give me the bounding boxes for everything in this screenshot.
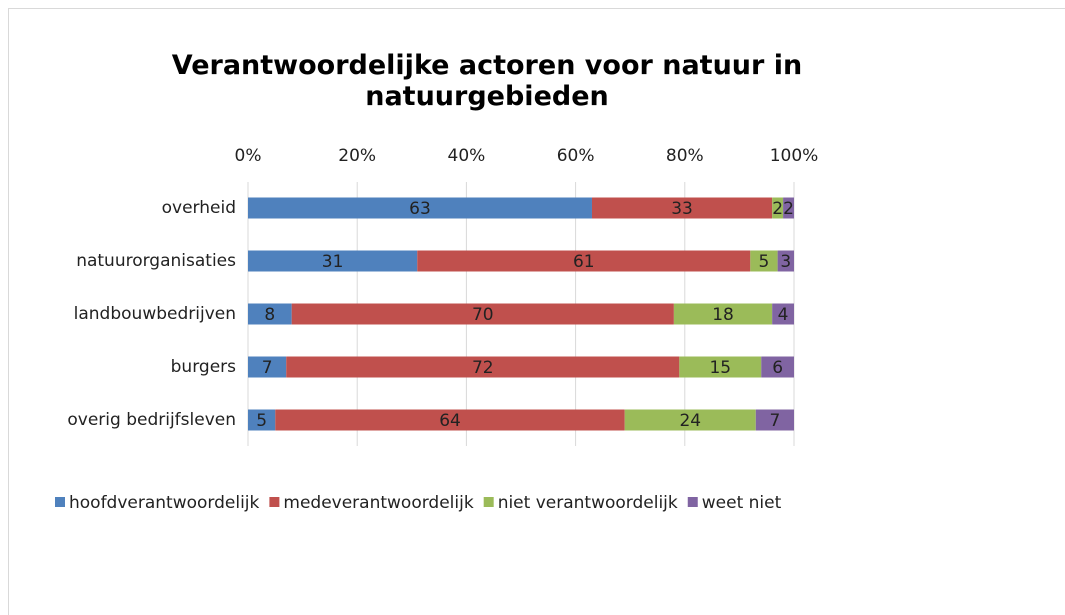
data-label: 5 bbox=[759, 252, 770, 272]
bar-segment bbox=[761, 356, 794, 378]
data-label: 2 bbox=[772, 199, 783, 219]
bar-segment bbox=[772, 197, 784, 219]
y-tick-label: burgers bbox=[171, 357, 236, 377]
x-tick-label: 60% bbox=[557, 146, 595, 166]
data-label: 24 bbox=[679, 411, 701, 431]
data-label: 7 bbox=[262, 358, 273, 378]
x-tick-label: 0% bbox=[235, 146, 262, 166]
data-label: 18 bbox=[712, 305, 734, 325]
legend-swatch bbox=[687, 497, 698, 507]
x-tick-label: 80% bbox=[666, 146, 704, 166]
bar-segment bbox=[673, 303, 773, 325]
legend-swatch bbox=[483, 497, 494, 507]
x-tick-label: 40% bbox=[448, 146, 486, 166]
data-label: 5 bbox=[256, 411, 267, 431]
data-label: 33 bbox=[671, 199, 693, 219]
data-label: 63 bbox=[409, 199, 431, 219]
bar-segment bbox=[275, 409, 625, 431]
data-label: 8 bbox=[264, 305, 275, 325]
bar-segment bbox=[248, 356, 287, 378]
data-label: 15 bbox=[709, 358, 731, 378]
legend-label: hoofdverantwoordelijk bbox=[69, 493, 260, 513]
bar-segment bbox=[248, 409, 276, 431]
data-label: 64 bbox=[439, 411, 461, 431]
x-tick-label: 20% bbox=[338, 146, 376, 166]
bar-segment bbox=[248, 250, 418, 272]
legend-label: niet verantwoordelijk bbox=[498, 493, 678, 513]
legend-label: weet niet bbox=[702, 493, 782, 513]
chart-title: Verantwoordelijke actoren voor natuur in… bbox=[171, 50, 803, 112]
legend-swatch bbox=[55, 497, 65, 507]
bar-segment bbox=[286, 356, 680, 378]
bar-segment bbox=[248, 303, 292, 325]
bar-segment bbox=[248, 197, 592, 219]
bar-segment bbox=[591, 197, 773, 219]
bar-segment bbox=[755, 409, 794, 431]
legend-label: medeverantwoordelijk bbox=[283, 493, 473, 513]
bar-segment bbox=[772, 303, 794, 325]
y-tick-label: overheid bbox=[162, 198, 236, 218]
bar-segment bbox=[679, 356, 762, 378]
y-tick-label: landbouwbedrijven bbox=[74, 304, 236, 324]
y-tick-label: overig bedrijfsleven bbox=[67, 410, 236, 430]
data-label: 2 bbox=[783, 199, 794, 219]
data-label: 6 bbox=[772, 358, 783, 378]
y-tick-label: natuurorganisaties bbox=[76, 251, 236, 271]
data-label: 31 bbox=[322, 252, 344, 272]
data-label: 72 bbox=[472, 358, 494, 378]
legend-swatch bbox=[269, 497, 280, 507]
bar-segment bbox=[783, 197, 794, 219]
x-tick-label: 100% bbox=[770, 146, 819, 166]
chart-frame bbox=[8, 8, 1065, 615]
bar-segment bbox=[624, 409, 756, 431]
bar-segment bbox=[291, 303, 674, 325]
bar-segment bbox=[417, 250, 751, 272]
data-label: 3 bbox=[780, 252, 791, 272]
data-label: 61 bbox=[573, 252, 595, 272]
data-label: 4 bbox=[778, 305, 789, 325]
data-label: 7 bbox=[769, 411, 780, 431]
bar-segment bbox=[750, 250, 778, 272]
bar-segment bbox=[777, 250, 794, 272]
data-label: 70 bbox=[472, 305, 494, 325]
